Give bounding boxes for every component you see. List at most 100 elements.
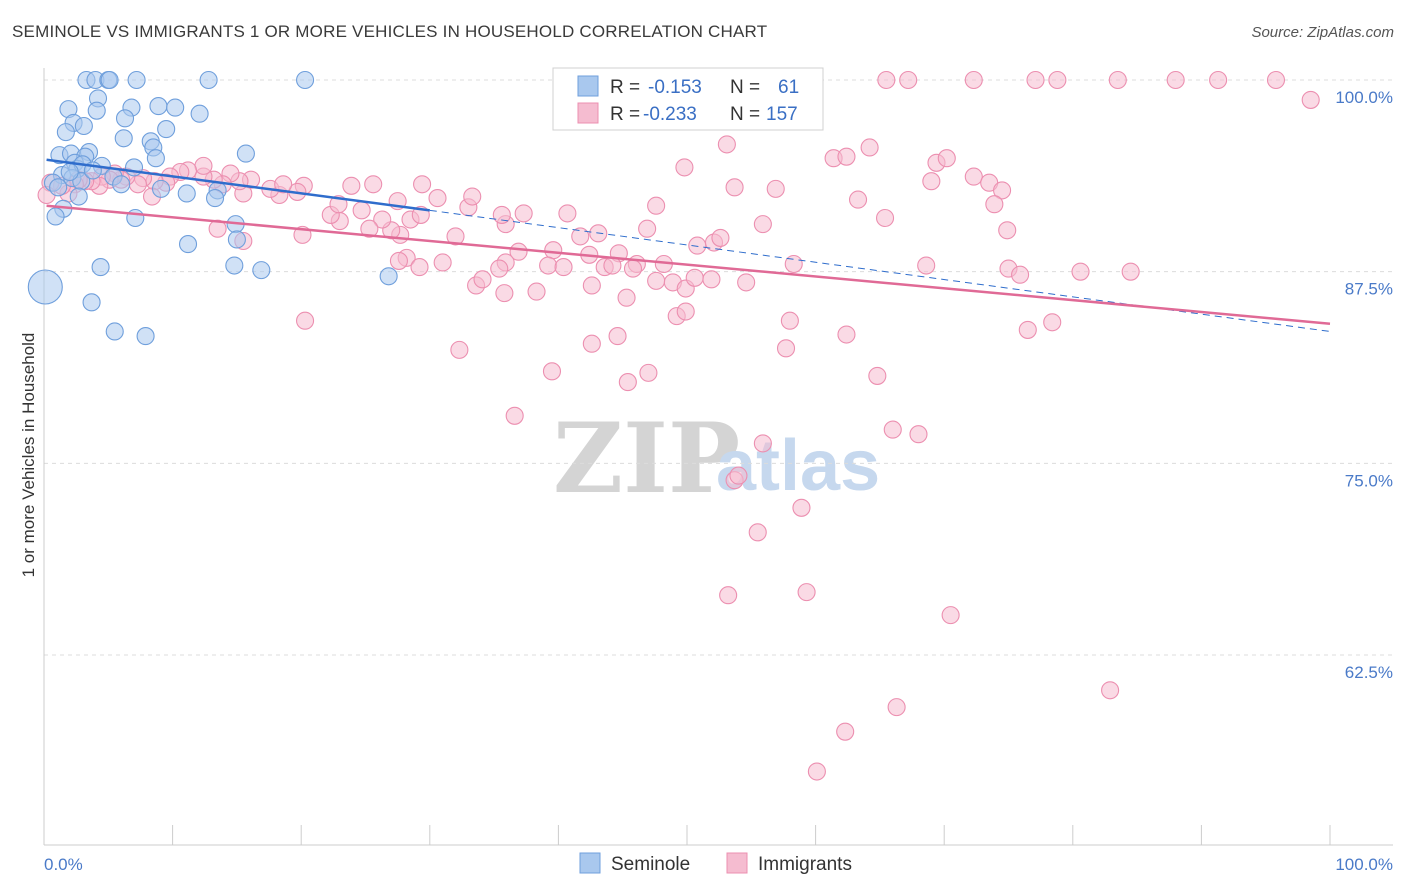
seminole-trend-extension bbox=[429, 209, 1331, 332]
immigrants-point-50 bbox=[509, 242, 528, 261]
x-tick-label-min: 0.0% bbox=[44, 855, 83, 874]
bottom-legend-swatch-immigrants bbox=[726, 852, 748, 874]
seminole-point-50 bbox=[82, 293, 101, 312]
immigrants-point-81 bbox=[1071, 262, 1090, 281]
immigrants-point-8 bbox=[1266, 70, 1286, 90]
immigrants-point-99 bbox=[342, 176, 361, 195]
immigrants-point-76 bbox=[780, 311, 799, 330]
immigrants-point-21 bbox=[922, 172, 941, 191]
legend-immigrants-r-value: -0.233 bbox=[643, 104, 697, 125]
immigrants-point-58 bbox=[711, 228, 730, 247]
legend-seminole-n-value: 61 bbox=[778, 77, 799, 98]
immigrants-point-89 bbox=[608, 327, 627, 346]
immigrants-point-34 bbox=[446, 227, 465, 246]
immigrants-point-61 bbox=[539, 256, 558, 275]
seminole-point-43 bbox=[178, 235, 198, 254]
y-tick-label-1: 87.5% bbox=[1345, 280, 1393, 299]
seminole-point-5 bbox=[199, 70, 218, 90]
y-tick-labels: 100.0% 87.5% 75.0% 62.5% bbox=[1335, 88, 1393, 682]
immigrants-point-77 bbox=[784, 254, 803, 274]
seminole-point-17 bbox=[114, 129, 133, 148]
immigrants-point-39 bbox=[360, 219, 379, 238]
seminole-point-9 bbox=[87, 101, 106, 120]
immigrants-point-25 bbox=[985, 195, 1004, 214]
immigrants-point-149 bbox=[729, 466, 748, 485]
immigrants-point-13 bbox=[860, 138, 879, 157]
immigrants-point-78 bbox=[917, 256, 936, 275]
y-tick-label-3: 62.5% bbox=[1345, 663, 1393, 682]
watermark-zip: ZIP bbox=[553, 402, 740, 515]
seminole-point-15 bbox=[74, 116, 93, 136]
x-tick-label-max: 100.0% bbox=[1335, 855, 1393, 874]
y-tick-label-2: 75.0% bbox=[1345, 471, 1393, 490]
immigrants-point-156 bbox=[887, 698, 906, 717]
immigrants-point-59 bbox=[571, 227, 590, 246]
legend: R = -0.153 N = 61 R = -0.233 N = 157 bbox=[552, 67, 824, 131]
legend-seminole-r-label: R = bbox=[610, 77, 640, 98]
immigrants-point-92 bbox=[490, 259, 509, 278]
immigrants-point-16 bbox=[675, 158, 694, 177]
immigrants-point-10 bbox=[717, 135, 736, 154]
seminole-point-27 bbox=[146, 149, 165, 168]
immigrants-point-23 bbox=[848, 190, 868, 209]
seminole-point-40 bbox=[46, 207, 65, 226]
bottom-legend: Seminole Immigrants bbox=[579, 852, 852, 875]
bottom-legend-immigrants: Immigrants bbox=[758, 854, 852, 875]
immigrants-point-27 bbox=[753, 215, 772, 234]
immigrants-point-72 bbox=[617, 288, 636, 307]
immigrants-point-82 bbox=[1043, 313, 1062, 332]
immigrants-point-141 bbox=[618, 373, 637, 392]
immigrants-point-144 bbox=[868, 366, 887, 385]
immigrants-point-88 bbox=[527, 282, 546, 301]
immigrants-point-152 bbox=[719, 586, 738, 605]
watermark-atlas: atlas bbox=[716, 426, 880, 506]
bottom-legend-swatch-seminole bbox=[579, 852, 601, 874]
seminole-point-3 bbox=[100, 70, 119, 90]
immigrants-point-15 bbox=[937, 149, 956, 168]
immigrants-trend-line bbox=[46, 204, 1331, 326]
seminole-trend-line bbox=[46, 158, 430, 212]
seminole-point-55 bbox=[49, 178, 68, 197]
immigrants-point-155 bbox=[1101, 681, 1120, 700]
immigrants-point-0 bbox=[877, 70, 896, 90]
y-tick-label-0: 100.0% bbox=[1335, 88, 1393, 107]
seminole-point-4 bbox=[127, 70, 146, 90]
seminole-point-51 bbox=[105, 322, 124, 341]
immigrants-point-91 bbox=[473, 270, 492, 289]
immigrants-point-96 bbox=[389, 251, 408, 270]
immigrants-point-49 bbox=[492, 205, 511, 224]
immigrants-point-56 bbox=[688, 236, 707, 255]
immigrants-point-100 bbox=[413, 175, 432, 194]
immigrants-point-147 bbox=[753, 434, 772, 453]
immigrants-point-19 bbox=[725, 178, 744, 197]
legend-swatch-seminole bbox=[577, 75, 599, 97]
immigrants-point-29 bbox=[638, 219, 657, 238]
seminole-point-41 bbox=[126, 208, 145, 228]
source-label: Source: ZipAtlas.com bbox=[1251, 24, 1394, 41]
seminole-point-45 bbox=[91, 258, 110, 277]
immigrants-point-146 bbox=[909, 425, 928, 444]
immigrants-point-38 bbox=[373, 210, 392, 229]
immigrants-point-97 bbox=[296, 311, 315, 330]
y-axis-label: 1 or more Vehicles in Household bbox=[19, 333, 38, 578]
immigrants-point-26 bbox=[875, 208, 895, 228]
immigrants-point-17 bbox=[964, 167, 983, 186]
immigrants-point-113 bbox=[194, 156, 213, 175]
seminole-point-53 bbox=[60, 162, 79, 182]
immigrants-point-6 bbox=[1166, 70, 1185, 90]
seminole-point-6 bbox=[296, 70, 315, 90]
immigrants-point-83 bbox=[1121, 262, 1140, 281]
seminole-point-58 bbox=[151, 179, 171, 198]
immigrants-point-4 bbox=[1048, 70, 1067, 90]
grid-lines bbox=[44, 79, 1393, 656]
immigrants-point-95 bbox=[410, 258, 429, 277]
seminole-point-44 bbox=[227, 230, 246, 249]
immigrants-point-22 bbox=[993, 181, 1012, 200]
chart-title: SEMINOLE VS IMMIGRANTS 1 OR MORE VEHICLE… bbox=[12, 22, 768, 41]
immigrants-point-71 bbox=[623, 259, 643, 278]
seminole-point-13 bbox=[190, 104, 209, 123]
seminole-point-18 bbox=[157, 120, 176, 139]
immigrants-point-90 bbox=[582, 334, 601, 353]
seminole-point-46 bbox=[225, 256, 244, 275]
